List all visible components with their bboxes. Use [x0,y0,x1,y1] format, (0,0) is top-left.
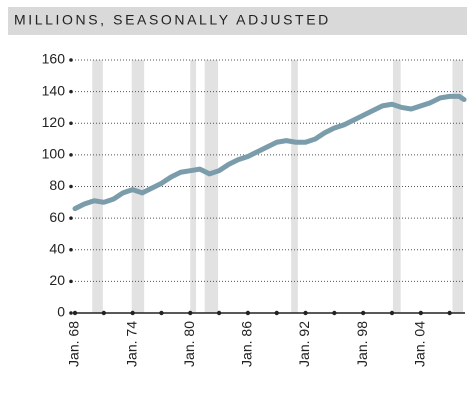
y-tick-mark [69,89,73,94]
x-tick-mark [245,310,251,316]
x-tick-label: Jan. 74 [123,321,139,367]
y-tick-label: 20 [49,272,65,288]
x-tick-mark [389,310,395,316]
recession-band [204,60,219,313]
x-tick-label: Jan. 92 [296,321,312,367]
x-tick-mark [332,310,337,316]
x-tick-mark [72,310,78,316]
y-tick-label: 140 [42,82,66,98]
x-tick-mark [360,310,366,316]
y-tick-label: 100 [42,146,66,162]
title-band [8,7,467,35]
y-tick-mark [69,153,73,157]
data-line [72,93,467,212]
x-tick-mark [101,310,107,316]
recession-band [131,60,145,313]
recession-band [190,60,197,313]
x-tick-mark [159,310,164,316]
x-tick-mark [303,310,308,316]
y-tick-mark [69,184,73,189]
x-tick-label: Jan. 80 [181,321,197,367]
y-tick-label: 120 [42,114,66,130]
y-tick-label: 0 [57,304,65,320]
y-tick-label: 60 [49,209,65,225]
x-tick-mark [216,310,222,316]
chart-title: MILLIONS, SEASONALLY ADJUSTED [14,12,331,28]
x-tick-label: Jan. 86 [239,321,255,367]
x-tick-mark [188,310,193,316]
y-tick-mark [69,58,73,62]
y-tick-label: 160 [42,51,66,67]
x-tick-label: Jan. 04 [412,321,428,367]
y-tick-mark [69,247,73,252]
y-tick-mark [69,279,73,284]
y-tick-mark [69,216,73,220]
y-tick-label: 80 [49,177,65,193]
y-tick-mark [69,121,73,126]
x-tick-mark [447,310,452,316]
x-tick-mark [418,310,424,316]
recession-band [92,60,103,313]
x-tick-label: Jan. 98 [354,321,370,367]
y-tick-label: 40 [49,240,65,256]
y-tick-mark [69,311,73,315]
x-tick-mark [274,310,279,316]
x-tick-label: Jan. 68 [66,321,82,367]
x-tick-mark [130,310,135,316]
recession-band [452,60,464,313]
